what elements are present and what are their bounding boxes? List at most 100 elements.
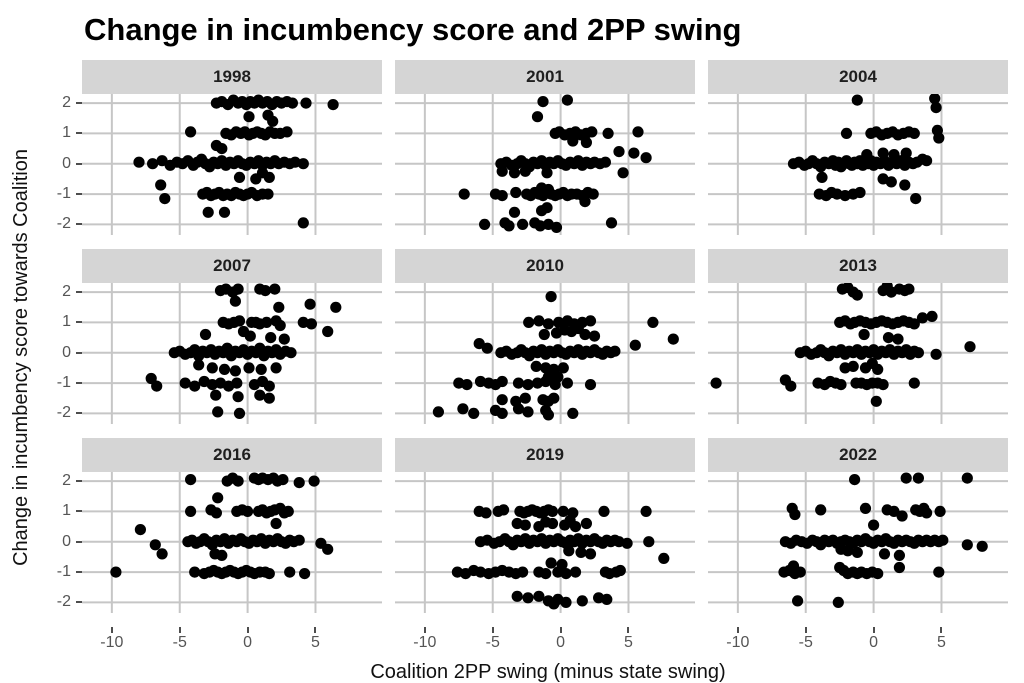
data-point [519, 165, 531, 177]
facet-strip-label: 2013 [839, 256, 877, 275]
data-point [557, 362, 569, 374]
data-point [849, 474, 861, 486]
data-point [621, 537, 633, 549]
x-tick-mark [423, 627, 426, 633]
data-point [832, 596, 844, 608]
data-point [647, 316, 659, 328]
facet-2004: 2004 [708, 60, 1008, 235]
data-point [308, 475, 320, 487]
data-point [710, 377, 722, 389]
data-point [159, 193, 171, 205]
data-point [640, 152, 652, 164]
data-point [147, 158, 159, 170]
data-point [933, 132, 945, 144]
data-point [243, 362, 255, 374]
facet-strip-label: 2007 [213, 256, 251, 275]
data-point [269, 283, 281, 295]
y-tick-mark [76, 223, 82, 226]
data-point [667, 333, 679, 345]
x-tick-cell: -10 -5 0 5 [82, 627, 382, 655]
facet-panel-2022 [708, 472, 1008, 613]
data-point [519, 392, 531, 404]
data-point [580, 136, 592, 149]
data-point [640, 505, 652, 517]
data-point [840, 127, 853, 139]
data-point [540, 375, 552, 388]
data-point [278, 333, 290, 345]
facet-2022: 2022 [708, 438, 1008, 613]
data-point [242, 505, 254, 517]
data-point [517, 566, 529, 578]
data-point [496, 190, 508, 202]
facet-panel-2001 [395, 94, 695, 235]
data-point [530, 360, 542, 372]
data-point [297, 217, 309, 229]
data-point [541, 202, 553, 214]
y-tick-gutter: 2 1 0 -1 -2 [36, 438, 82, 613]
data-point [545, 291, 557, 303]
data-point [908, 377, 920, 389]
facet-panel-2010 [395, 283, 695, 424]
data-point [921, 155, 933, 167]
data-point [580, 517, 592, 530]
data-point [643, 536, 655, 548]
data-point [133, 156, 145, 168]
y-tick-label: 0 [62, 343, 71, 361]
data-point [270, 517, 282, 530]
data-point [233, 171, 246, 183]
x-tick-mark [627, 627, 630, 633]
data-point [929, 94, 941, 105]
data-point [496, 165, 508, 177]
facet-panel-2013 [708, 283, 1008, 424]
x-tick-cell: -10 -5 0 5 [395, 627, 695, 655]
data-point [937, 534, 949, 546]
data-point [658, 552, 670, 564]
data-point [185, 505, 197, 517]
data-point [629, 339, 641, 351]
data-point [601, 593, 613, 605]
facet-strip: 2016 [82, 438, 382, 472]
x-tick-label: 0 [869, 634, 879, 651]
y-tick-label: 2 [62, 472, 71, 490]
data-point [282, 505, 294, 517]
data-point [189, 380, 201, 392]
data-point [851, 546, 863, 558]
data-point [560, 596, 572, 608]
data-point [921, 507, 933, 519]
data-point [912, 347, 924, 359]
data-point [199, 328, 212, 341]
x-tick-label: -5 [485, 634, 500, 651]
y-tick-label: 2 [62, 283, 71, 301]
data-point [503, 220, 515, 232]
y-tick-mark [76, 571, 82, 574]
data-point [216, 143, 228, 155]
x-axis-spacer [36, 627, 82, 655]
x-tick-label: 5 [937, 634, 946, 651]
data-point [584, 315, 597, 327]
data-point [498, 504, 510, 516]
data-point [934, 505, 946, 517]
data-point [293, 534, 305, 546]
data-point [281, 126, 293, 138]
data-point [210, 507, 222, 519]
data-point [614, 564, 626, 577]
y-tick-mark [76, 351, 82, 354]
data-point [542, 183, 554, 196]
data-point [218, 206, 231, 218]
data-point [546, 517, 559, 530]
x-tick-label: 0 [556, 634, 566, 651]
data-point [262, 188, 274, 200]
data-point [232, 475, 244, 487]
y-tick-gutter: 2 1 0 -1 -2 [36, 249, 82, 424]
facet-strip-label: 2010 [526, 256, 564, 275]
data-point [976, 540, 988, 552]
data-point [300, 97, 312, 109]
y-tick-label: 0 [62, 154, 71, 172]
x-tick-mark [110, 627, 113, 633]
data-point [546, 505, 559, 517]
data-point [189, 566, 201, 578]
data-point [893, 549, 905, 561]
data-point [567, 135, 579, 147]
data-point [134, 524, 146, 536]
